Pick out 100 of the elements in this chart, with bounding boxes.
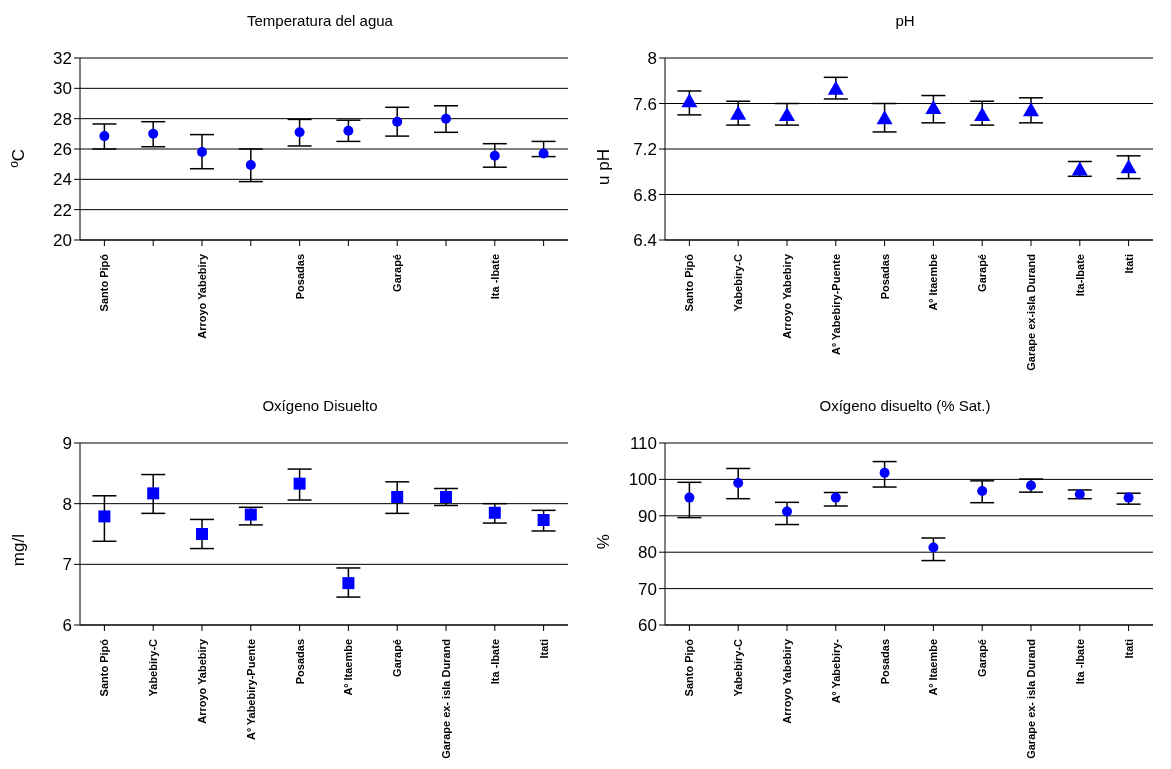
point (537, 513, 550, 526)
y-tick-label: 100 (628, 469, 657, 489)
x-tick-label: Arroyo Yabebiry (196, 637, 208, 724)
point (148, 128, 159, 139)
y-tick-label: 28 (53, 109, 72, 129)
x-tick-label: Itati (1122, 638, 1135, 659)
chart-title: Oxígeno Disuelto (261, 396, 379, 414)
y-tick-label: 60 (638, 615, 657, 635)
y-tick-label: 110 (629, 433, 657, 453)
x-tick-label: Posadas (878, 638, 891, 684)
x-tick-label: Ita-Ibate (1073, 254, 1086, 297)
point (391, 490, 404, 503)
x-tick-label: Aº Itaembe (927, 254, 940, 311)
x-tick-label: Posadas (293, 638, 306, 684)
x-tick-label: Arroyo Yabebiry (196, 253, 208, 339)
y-tick-label: 26 (53, 140, 72, 160)
x-tick-label: Itati (1122, 254, 1135, 274)
y-tick-label: 24 (53, 170, 72, 190)
point (681, 93, 698, 108)
x-tick-label: Ita -Ibate (1073, 638, 1086, 684)
x-tick-label: Yabebiry-C (732, 638, 745, 696)
point (830, 492, 841, 503)
y-tick-label: 80 (638, 542, 657, 562)
x-tick-label: Arroyo Yabebiry (781, 637, 793, 724)
y-tick-label: 6.8 (633, 185, 657, 205)
point (244, 508, 257, 521)
y-tick-label: 7.2 (633, 140, 657, 160)
point (538, 148, 549, 159)
y-axis-title: % (594, 533, 614, 549)
point (1120, 159, 1137, 174)
x-tick-label: Aº Yabebiry- (829, 638, 842, 703)
x-tick-label: Garapé (976, 254, 989, 292)
y-tick-label: 8 (647, 49, 657, 69)
y-tick-label: 22 (53, 200, 72, 220)
chart-title: Oxígeno disuelto (% Sat.) (818, 396, 992, 414)
y-tick-label: 32 (53, 49, 72, 69)
point (343, 125, 354, 136)
point (928, 541, 939, 552)
point (925, 100, 942, 115)
x-tick-label: Garapé (391, 638, 404, 677)
x-tick-label: Aº Yabebiry-Puente (829, 254, 842, 356)
x-tick-label: Posadas (878, 254, 891, 300)
x-tick-label: Garapé (391, 254, 404, 292)
point (488, 506, 501, 519)
y-axis-title: mg/l (9, 533, 29, 566)
point (977, 485, 988, 496)
x-tick-label: Santo Pipó (683, 638, 696, 696)
point (782, 505, 792, 516)
point (733, 477, 744, 488)
point (876, 110, 893, 125)
x-tick-label: Garape ex- isla Durand (440, 638, 452, 759)
point (1023, 102, 1039, 117)
x-tick-label: Santo Pipó (98, 253, 111, 312)
point (974, 106, 991, 121)
x-tick-label: Aº Itaembe (927, 638, 940, 696)
y-tick-label: 70 (638, 579, 657, 599)
point (489, 150, 500, 161)
x-tick-label: Ita -Ibate (488, 254, 501, 300)
x-tick-label: Garape ex-isla Durand (1025, 254, 1037, 371)
point (441, 113, 451, 124)
x-tick-label: Aº Itaembe (342, 638, 355, 696)
y-tick-label: 20 (53, 231, 72, 251)
chart-title: Temperatura del agua (246, 12, 394, 29)
y-tick-label: 6 (62, 615, 72, 635)
x-tick-label: Santo Pipó (98, 638, 111, 696)
point (879, 467, 890, 478)
x-tick-label: Garape ex- isla Durand (1025, 638, 1037, 759)
point (1026, 480, 1036, 491)
point (1071, 161, 1088, 176)
y-tick-label: 7.6 (633, 94, 657, 114)
point (440, 490, 452, 503)
y-tick-label: 6.4 (633, 231, 657, 251)
x-tick-label: Yabebiry-C (732, 253, 745, 312)
point (294, 127, 305, 138)
chart-title: pH (894, 12, 916, 29)
x-tick-label: Yabebiry-C (147, 638, 160, 696)
y-tick-label: 7 (62, 554, 72, 574)
y-tick-label: 30 (53, 79, 72, 99)
x-tick-label: Santo Pipó (683, 253, 696, 312)
point (197, 147, 207, 158)
point (1123, 492, 1134, 503)
point (827, 80, 844, 95)
point (293, 477, 306, 490)
point (684, 492, 695, 503)
x-tick-label: Arroyo Yabebiry (781, 253, 793, 339)
y-tick-label: 90 (638, 506, 657, 526)
point (245, 159, 256, 170)
point (147, 486, 160, 499)
point (99, 131, 110, 142)
x-tick-label: Aº Yabebiry-Puente (244, 638, 257, 740)
x-tick-label: Itati (537, 638, 550, 659)
y-tick-label: 8 (62, 494, 72, 514)
point (392, 116, 403, 127)
point (342, 576, 355, 589)
point (98, 509, 111, 522)
y-tick-label: 9 (62, 433, 72, 453)
point (730, 105, 747, 120)
point (1074, 488, 1085, 499)
y-axis-title: u pH (594, 149, 614, 185)
x-tick-label: Posadas (293, 254, 306, 300)
